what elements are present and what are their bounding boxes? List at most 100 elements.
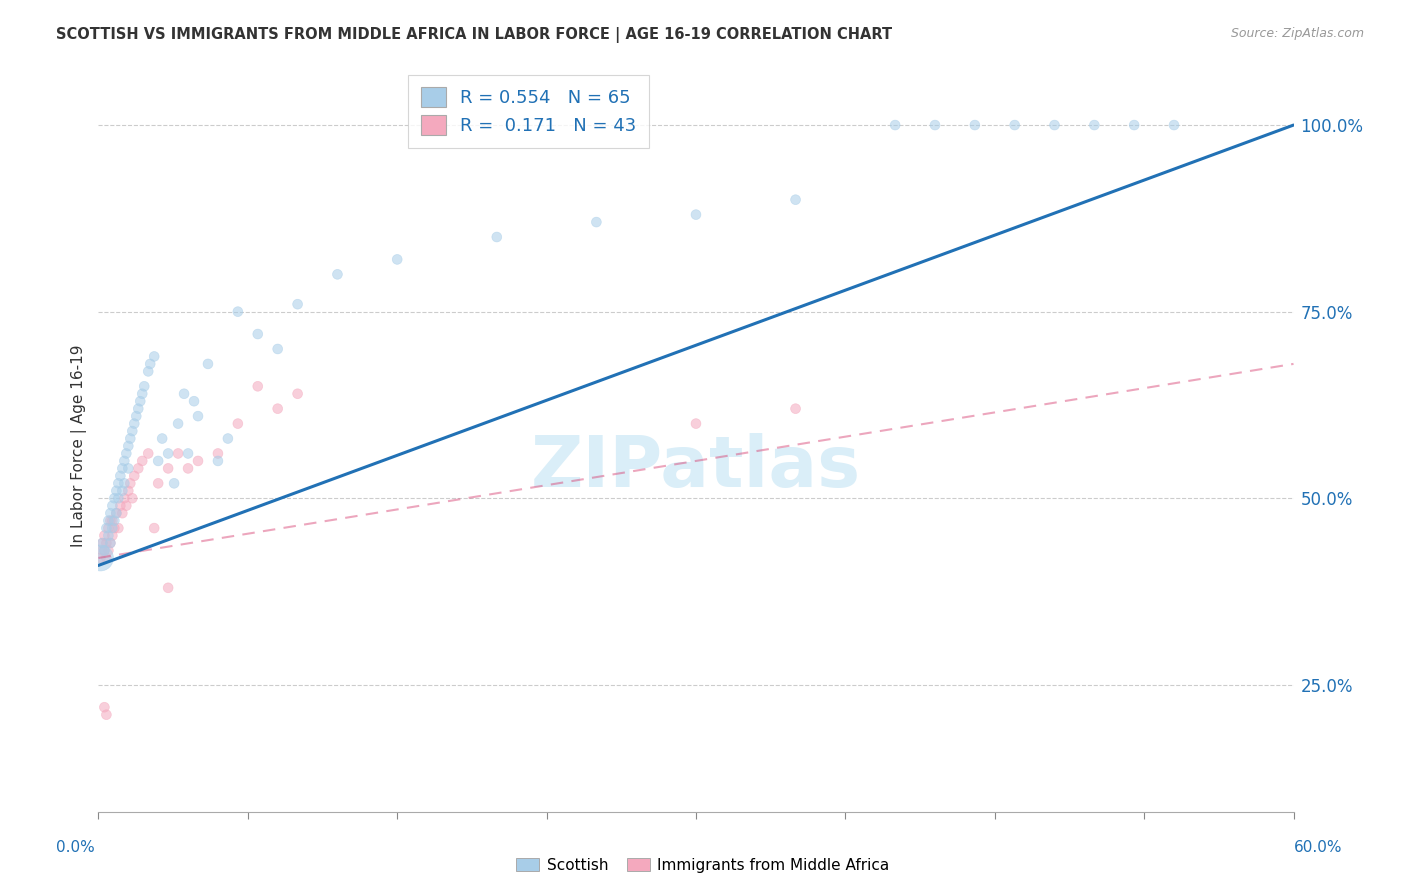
Point <box>884 118 907 132</box>
Point <box>97 514 120 528</box>
Point <box>93 543 115 558</box>
Point <box>226 304 249 318</box>
Point <box>136 364 159 378</box>
Point <box>91 536 114 550</box>
Point <box>103 491 125 506</box>
Point <box>136 446 159 460</box>
Point <box>685 417 707 431</box>
Point <box>143 521 166 535</box>
Point <box>163 476 186 491</box>
Legend: Scottish, Immigrants from Middle Africa: Scottish, Immigrants from Middle Africa <box>510 852 896 879</box>
Point <box>111 483 134 498</box>
Point <box>96 707 118 722</box>
Point <box>117 483 139 498</box>
Point <box>91 536 114 550</box>
Point <box>111 506 134 520</box>
Point <box>127 461 149 475</box>
Point <box>121 491 143 506</box>
Point <box>1163 118 1185 132</box>
Point <box>187 454 209 468</box>
Legend: R = 0.554   N = 65, R =  0.171   N = 43: R = 0.554 N = 65, R = 0.171 N = 43 <box>408 75 650 148</box>
Point <box>177 446 200 460</box>
Point <box>98 536 122 550</box>
Text: 60.0%: 60.0% <box>1295 840 1343 855</box>
Point <box>98 506 122 520</box>
Point <box>105 506 128 520</box>
Point <box>101 528 124 542</box>
Point <box>103 521 125 535</box>
Point <box>167 446 190 460</box>
Point <box>1123 118 1146 132</box>
Point <box>93 700 115 714</box>
Text: 0.0%: 0.0% <box>56 840 96 855</box>
Point <box>121 424 143 438</box>
Point <box>1083 118 1105 132</box>
Point <box>157 446 180 460</box>
Point <box>173 386 195 401</box>
Point <box>131 386 153 401</box>
Point <box>287 297 309 311</box>
Point <box>127 401 149 416</box>
Point <box>167 417 190 431</box>
Point <box>125 409 148 424</box>
Point <box>963 118 986 132</box>
Point <box>183 394 205 409</box>
Point <box>177 461 200 475</box>
Point <box>111 461 134 475</box>
Point <box>287 386 309 401</box>
Point <box>924 118 946 132</box>
Point <box>131 454 153 468</box>
Y-axis label: In Labor Force | Age 16-19: In Labor Force | Age 16-19 <box>72 344 87 548</box>
Point <box>207 454 229 468</box>
Point <box>89 551 111 566</box>
Point <box>96 551 118 566</box>
Point <box>97 528 120 542</box>
Point <box>267 342 290 356</box>
Point <box>120 432 142 446</box>
Point <box>107 521 129 535</box>
Point <box>207 446 229 460</box>
Point <box>97 521 120 535</box>
Point <box>110 468 132 483</box>
Text: ZIPatlas: ZIPatlas <box>531 434 860 502</box>
Point <box>97 543 120 558</box>
Point <box>217 432 239 446</box>
Point <box>385 252 409 267</box>
Point <box>148 454 170 468</box>
Point <box>485 230 508 244</box>
Point <box>124 417 146 431</box>
Point <box>112 491 135 506</box>
Point <box>148 476 170 491</box>
Point <box>93 528 115 542</box>
Point <box>226 417 249 431</box>
Point <box>117 461 139 475</box>
Point <box>246 379 269 393</box>
Point <box>326 268 349 282</box>
Point <box>101 499 124 513</box>
Point <box>1043 118 1066 132</box>
Point <box>157 581 180 595</box>
Point <box>101 521 124 535</box>
Point <box>110 499 132 513</box>
Point <box>129 394 152 409</box>
Point <box>685 208 707 222</box>
Point <box>120 476 142 491</box>
Point <box>89 551 111 566</box>
Point <box>143 350 166 364</box>
Point <box>107 491 129 506</box>
Point <box>1004 118 1026 132</box>
Point <box>107 476 129 491</box>
Point <box>96 536 118 550</box>
Point <box>267 401 290 416</box>
Point <box>101 514 124 528</box>
Point <box>105 506 128 520</box>
Point <box>187 409 209 424</box>
Point <box>157 461 180 475</box>
Point <box>98 536 122 550</box>
Point <box>93 543 115 558</box>
Point <box>105 483 128 498</box>
Point <box>98 514 122 528</box>
Point <box>785 401 807 416</box>
Point <box>115 499 138 513</box>
Point <box>785 193 807 207</box>
